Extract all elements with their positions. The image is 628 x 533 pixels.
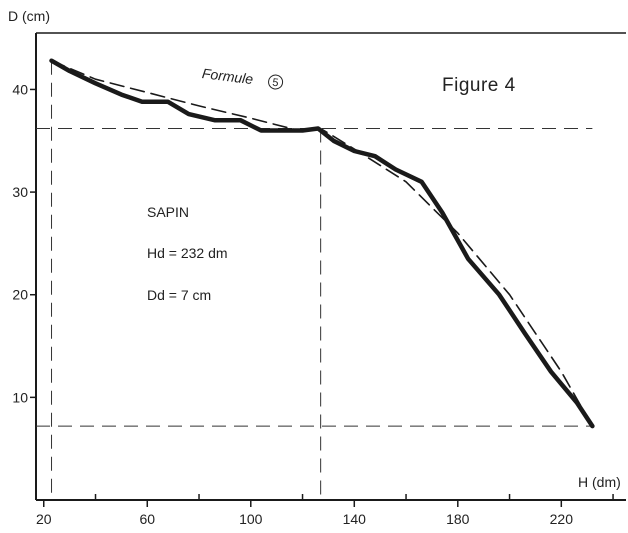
annotation-hd: Hd = 232 dm (147, 245, 228, 261)
x-tick-label: 100 (239, 511, 263, 527)
x-axis-label: H (dm) (578, 474, 621, 490)
y-tick-label: 40 (12, 81, 28, 97)
x-tick-label: 220 (550, 511, 574, 527)
reference-lines (36, 60, 593, 500)
series-layer (49, 58, 595, 429)
y-tick-label: 10 (12, 389, 28, 405)
y-axis-label: D (cm) (8, 8, 50, 24)
y-tick-label: 30 (12, 184, 28, 200)
series-line-observed (49, 58, 595, 429)
x-tick-label: 20 (36, 511, 52, 527)
formula-label: Formule 5 (201, 65, 284, 90)
series-line-formula (50, 59, 594, 427)
chart-title: Figure 4 (442, 75, 516, 96)
x-tick-label: 60 (139, 511, 155, 527)
formula-number: 5 (272, 77, 280, 90)
tick-layer: 10 20 30 40 20 60 100 140 180 220 (12, 81, 614, 527)
x-tick-label: 180 (446, 511, 470, 527)
formula-number-circle (268, 74, 284, 90)
y-tick-label: 20 (12, 287, 28, 303)
frame-layer (35, 32, 626, 501)
annotation-species: SAPIN (147, 204, 189, 220)
formula-text: Formule (201, 65, 254, 87)
x-tick-label: 140 (343, 511, 367, 527)
annotation-dd: Dd = 7 cm (147, 287, 211, 303)
